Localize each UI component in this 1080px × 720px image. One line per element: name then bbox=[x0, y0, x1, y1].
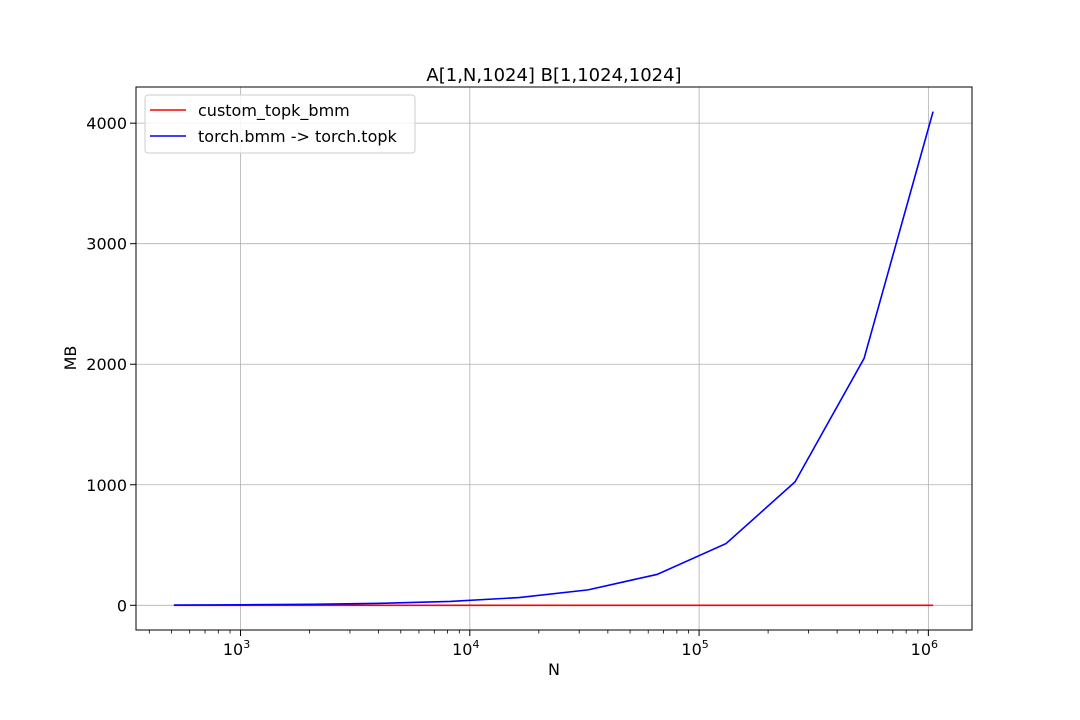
legend-label-custom-topk-bmm: custom_topk_bmm bbox=[198, 101, 350, 121]
legend-label-torch-bmm-topk: torch.bmm -> torch.topk bbox=[198, 127, 398, 146]
y-tick-label: 1000 bbox=[86, 476, 127, 495]
x-axis-ticks: 103 104 105 106 bbox=[148, 630, 938, 659]
series-line-torch-bmm-torch-topk bbox=[173, 111, 934, 606]
legend-box bbox=[144, 94, 416, 154]
y-axis-ticks: 0 1000 2000 3000 4000 bbox=[86, 114, 136, 615]
x-tick-exponent: 3 bbox=[243, 638, 250, 651]
legend: custom_topk_bmm torch.bmm -> torch.topk bbox=[144, 94, 416, 154]
x-tick-label: 105 bbox=[681, 638, 708, 659]
plot-area-frame bbox=[135, 86, 973, 631]
x-tick-exponent: 5 bbox=[702, 638, 709, 651]
x-tick-label: 103 bbox=[223, 638, 250, 659]
chart-title: A[1,N,1024] B[1,1024,1024] bbox=[426, 65, 681, 86]
y-tick-label: 0 bbox=[117, 596, 127, 615]
y-tick-label: 2000 bbox=[86, 355, 127, 374]
x-tick-exponent: 4 bbox=[472, 638, 479, 651]
y-tick-label: 4000 bbox=[86, 114, 127, 133]
x-axis-label: N bbox=[548, 660, 560, 679]
grid bbox=[136, 87, 972, 630]
y-tick-label: 3000 bbox=[86, 235, 127, 254]
x-tick-exponent: 6 bbox=[931, 638, 938, 651]
x-tick-label: 106 bbox=[911, 638, 938, 659]
x-tick-label: 104 bbox=[452, 638, 479, 659]
series-lines bbox=[173, 111, 934, 607]
y-axis-label: MB bbox=[61, 346, 80, 371]
